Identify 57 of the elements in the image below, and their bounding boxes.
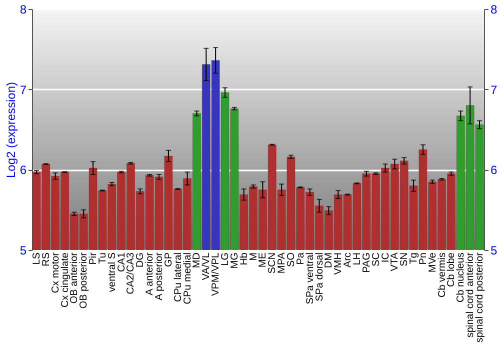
x-tick-label: Pir: [88, 252, 100, 265]
x-tick-label: Hb: [238, 252, 250, 266]
x-tick-label: GP: [163, 252, 174, 267]
x-tick-label: MG: [229, 252, 240, 269]
x-tick-label: Cx motor: [50, 252, 62, 294]
x-tick-label: LG: [220, 252, 232, 266]
y2-tick-label: 7: [490, 82, 498, 97]
x-tick-label: Pa: [295, 252, 306, 265]
x-tick-label: Cb lobe: [446, 252, 458, 287]
x-tick-label: LH: [352, 252, 363, 266]
x-tick-label: DM: [324, 252, 335, 268]
x-tick-label: MVe: [427, 252, 438, 273]
x-tick-label: VMH: [333, 252, 344, 275]
x-tick-label: RS: [40, 252, 52, 266]
x-tick-label: VPM/VPL: [210, 252, 222, 296]
x-tick-label: DG: [135, 252, 146, 268]
x-tick-label: spinal cord anterior: [465, 252, 476, 338]
x-tick-label: M: [248, 252, 260, 261]
x-tick-label: PAG: [361, 252, 372, 273]
y-axis-title: Log2 (expression): [4, 82, 18, 178]
x-tick-label: SO: [286, 252, 297, 267]
x-tick-label: CPu lateral: [172, 252, 184, 302]
x-tick-label: A posterior: [154, 252, 166, 300]
x-tick-label: SCN: [267, 252, 278, 274]
y-tick-label: 6: [20, 163, 27, 178]
x-tick-label: CA2/CA3: [126, 252, 137, 294]
x-tick-label: OB posterior: [78, 252, 90, 309]
x-tick-label: VTA: [390, 252, 401, 272]
x-tick-label: A anterior: [144, 252, 156, 296]
x-tick-label: LS: [31, 252, 42, 265]
y-tick-label: 5: [20, 244, 27, 258]
x-tick-label: IC: [380, 252, 392, 262]
y2-tick-label: 8: [490, 2, 498, 16]
y-tick-label: 8: [20, 2, 27, 16]
x-tick-label: ventral S: [106, 252, 118, 292]
x-tick-label: Cx cingulate: [60, 252, 71, 308]
y-tick-label: 7: [20, 82, 27, 97]
x-tick-label: Pn: [418, 252, 429, 265]
x-tick-label: Arc: [342, 252, 354, 268]
x-tick-label: SPa dorsal: [314, 252, 326, 302]
x-tick-label: OB anterior: [69, 252, 80, 304]
x-tick-label: SC: [370, 252, 382, 266]
x-tick-label: SN: [399, 252, 410, 266]
x-tick-label: CA1: [116, 252, 128, 272]
y2-tick-label: 5: [490, 244, 498, 258]
x-tick-label: SPa ventral: [304, 252, 316, 304]
x-tick-label: spinal cord posterior: [474, 252, 486, 343]
x-tick-label: VA/VL: [201, 252, 212, 280]
x-tick-label: ME: [258, 252, 269, 268]
x-tick-label: Cb nucleus: [456, 252, 467, 303]
x-tick-label: MPA: [276, 252, 288, 274]
x-tick-label: MD: [192, 252, 203, 268]
x-tick-label: CPu medial: [182, 252, 194, 304]
y2-tick-label: 6: [490, 163, 498, 178]
x-tick-label: Tu: [97, 252, 108, 264]
x-tick-label: Tg: [408, 252, 420, 264]
x-tick-label: Cb vermis: [436, 252, 448, 298]
